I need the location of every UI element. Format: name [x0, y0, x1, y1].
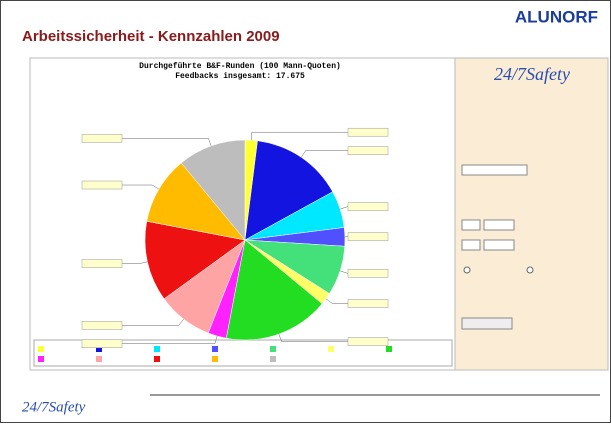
chart-subtitle: Feedbacks insgesamt: 17.675	[175, 72, 305, 81]
slice-label-box	[82, 181, 122, 189]
legend-swatch	[38, 346, 44, 352]
chart-title: Durchgeführte B&F-Runden (100 Mann-Quote…	[139, 62, 341, 71]
dropdown[interactable]	[462, 165, 527, 175]
footer-logo: 24/7Safety	[22, 399, 86, 415]
legend-swatch	[386, 346, 392, 352]
dropdown[interactable]	[484, 240, 514, 250]
legend-swatch	[38, 356, 44, 362]
slice-label-box	[348, 269, 388, 277]
slice-label-box	[348, 203, 388, 211]
panel-logo: 24/7Safety	[494, 64, 570, 84]
legend-swatch	[96, 356, 102, 362]
slice-label-box	[348, 128, 388, 136]
legend-swatch	[270, 356, 276, 362]
submit-button[interactable]	[462, 318, 512, 329]
legend-swatch	[328, 346, 334, 352]
radio[interactable]	[527, 267, 533, 273]
company-logo: ALUNORF	[515, 7, 598, 26]
legend-swatch	[154, 346, 160, 352]
legend-swatch	[212, 356, 218, 362]
slice-label-box	[348, 338, 388, 346]
dropdown[interactable]	[484, 220, 514, 230]
legend-swatch	[154, 356, 160, 362]
radio[interactable]	[464, 267, 470, 273]
slice-label-box	[348, 233, 388, 241]
slice-label-box	[82, 260, 122, 268]
slice-label-box	[348, 147, 388, 155]
legend-swatch	[212, 346, 218, 352]
slice-label-box	[348, 299, 388, 307]
dropdown[interactable]	[462, 220, 480, 230]
slice-label-box	[82, 134, 122, 142]
slice-label-box	[82, 321, 122, 329]
slide-title: Arbeitssicherheit - Kennzahlen 2009	[22, 28, 280, 45]
legend-swatch	[270, 346, 276, 352]
dropdown[interactable]	[462, 240, 480, 250]
slice-label-box	[82, 340, 122, 348]
